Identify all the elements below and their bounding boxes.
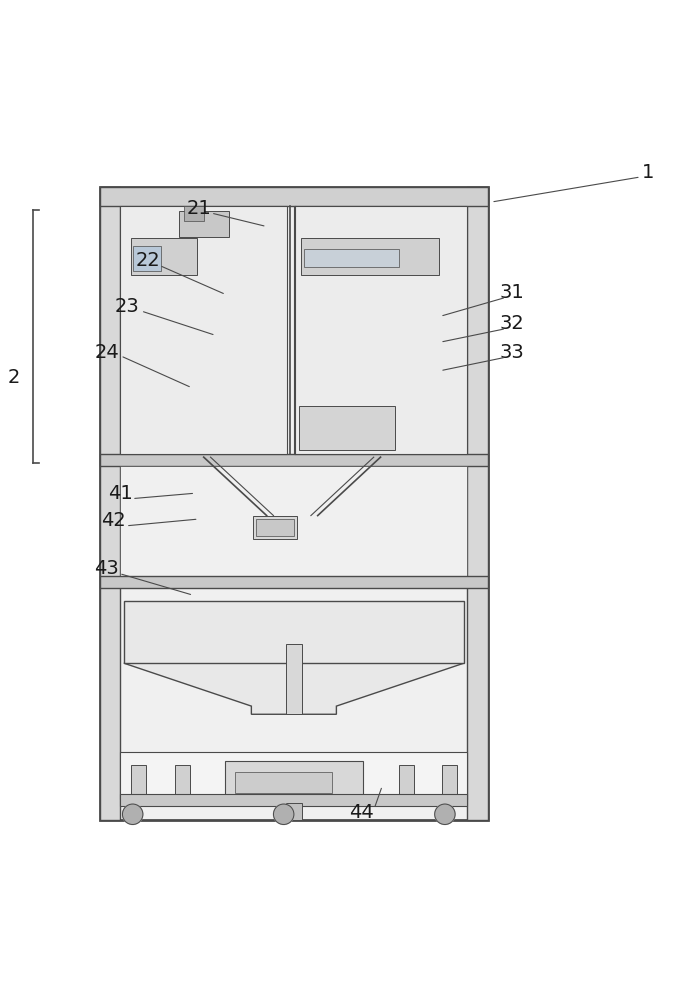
Bar: [467, 187, 488, 820]
Bar: [100, 576, 488, 588]
Bar: [184, 206, 204, 221]
Bar: [100, 187, 120, 820]
Bar: [120, 752, 467, 799]
Bar: [299, 406, 395, 450]
Bar: [133, 246, 161, 271]
Bar: [120, 206, 287, 454]
Bar: [301, 238, 439, 275]
Circle shape: [434, 804, 455, 824]
Bar: [130, 238, 197, 275]
Bar: [294, 206, 467, 454]
Bar: [120, 466, 467, 576]
Text: 23: 23: [115, 297, 139, 316]
Text: 22: 22: [135, 251, 160, 270]
Polygon shape: [124, 663, 464, 714]
Bar: [285, 644, 302, 714]
Polygon shape: [169, 516, 419, 571]
Bar: [100, 454, 488, 466]
Bar: [257, 519, 294, 536]
Bar: [100, 187, 488, 206]
Text: 24: 24: [94, 343, 120, 362]
Bar: [235, 772, 332, 793]
Text: 44: 44: [350, 803, 374, 822]
Text: 41: 41: [108, 484, 133, 503]
Circle shape: [122, 804, 143, 824]
Bar: [225, 761, 363, 798]
Bar: [285, 803, 302, 820]
Bar: [179, 211, 229, 237]
Polygon shape: [124, 355, 283, 447]
Bar: [253, 516, 297, 539]
Bar: [304, 249, 400, 267]
Text: 42: 42: [101, 511, 126, 530]
Bar: [175, 765, 190, 799]
Bar: [120, 794, 467, 806]
Text: 43: 43: [94, 559, 120, 578]
Circle shape: [273, 804, 294, 824]
Text: 33: 33: [499, 343, 524, 362]
Text: 31: 31: [499, 283, 524, 302]
Text: 1: 1: [641, 163, 654, 182]
Bar: [124, 601, 464, 663]
Bar: [400, 765, 415, 799]
Text: 2: 2: [8, 368, 20, 387]
Bar: [100, 187, 488, 820]
Text: 32: 32: [499, 314, 524, 333]
Bar: [130, 765, 145, 799]
Bar: [442, 765, 457, 799]
Polygon shape: [297, 355, 464, 447]
Text: 21: 21: [186, 199, 211, 218]
